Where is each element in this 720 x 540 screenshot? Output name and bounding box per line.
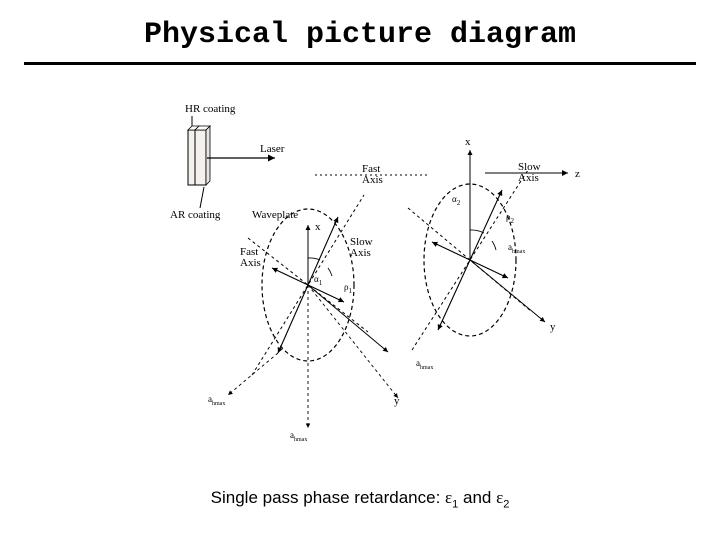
slide-title: Physical picture diagram (0, 18, 720, 52)
label-ahmax-2b: ahmax (416, 358, 433, 371)
label-fast-axis-1b: Axis (240, 257, 261, 269)
label-ahmax-1b: ahmax (290, 430, 307, 443)
title-underline (24, 62, 696, 65)
label-y2: y (550, 321, 556, 333)
label-y1: y (394, 395, 400, 407)
label-z: z (575, 168, 580, 180)
caption: Single pass phase retardance: ε1 and ε2 (0, 488, 720, 510)
label-waveplate: Waveplate (252, 209, 298, 221)
ellipse-group-1: x y Fast Axis Slow Axis α1 ρ1 (208, 195, 400, 443)
caption-and: and (458, 488, 496, 507)
caption-prefix: Single pass phase retardance: (211, 488, 445, 507)
label-beta1: ρ1 (344, 282, 353, 295)
slide: Physical picture diagram HR coating AR c… (0, 0, 720, 540)
label-slow-axis-2b: Axis (518, 172, 539, 184)
label-laser: Laser (260, 143, 285, 155)
caption-sub2: 2 (503, 498, 509, 510)
label-ahmax-2a: ahmax (508, 242, 525, 255)
label-alpha2: α2 (452, 194, 461, 207)
label-ahmax-1a: ahmax (208, 394, 225, 407)
label-fast-axis-2b: Axis (362, 174, 383, 186)
physical-diagram: HR coating AR coating Laser Waveplate z (100, 90, 640, 460)
laser-component (188, 126, 210, 185)
label-ar-coating: AR coating (170, 209, 221, 221)
label-hr-coating: HR coating (185, 103, 236, 115)
label-beta2: ρ2 (506, 212, 515, 225)
label-x1: x (315, 221, 321, 233)
label-slow-axis-1b: Axis (350, 247, 371, 259)
ellipse-group-2: x y Fast Axis Slow Axis α2 ρ2 (362, 136, 556, 371)
label-alpha1: α1 (314, 274, 323, 287)
label-x2: x (465, 136, 471, 148)
